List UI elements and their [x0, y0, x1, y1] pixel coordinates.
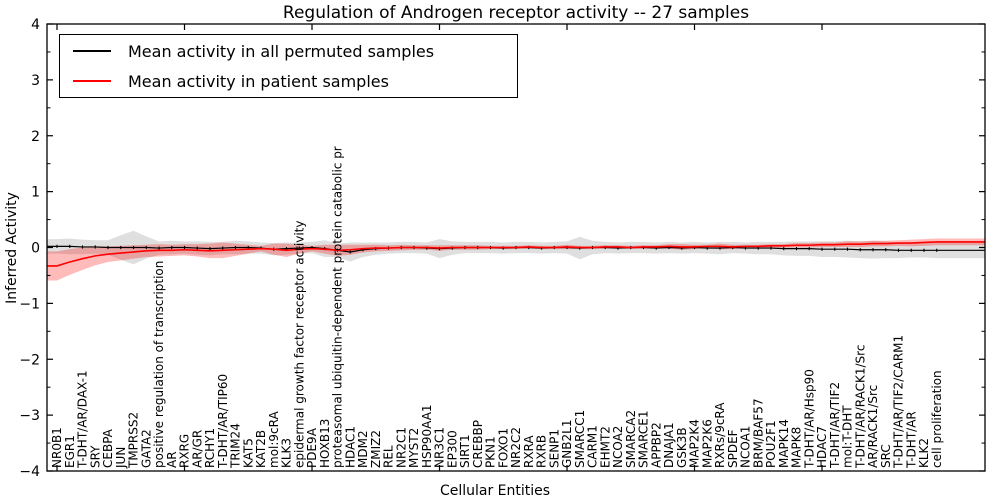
- x-category-label: HDAC1: [343, 426, 357, 468]
- x-category-label: TMPRSS2: [127, 412, 141, 469]
- y-tick-label: 1: [31, 185, 40, 201]
- x-category-label: RXRs/9cRA: [713, 402, 727, 468]
- x-category-label: CREBBP: [471, 420, 485, 468]
- x-category-label: CEBPA: [101, 428, 115, 468]
- x-category-label: ZMIZ2: [369, 430, 383, 468]
- x-category-label: MAPK8: [790, 427, 804, 468]
- y-axis-label: Inferred Activity: [4, 192, 20, 304]
- x-category-label: JUN: [114, 447, 128, 469]
- x-category-label: EP300: [445, 430, 459, 468]
- y-tick-label: −3: [19, 408, 40, 424]
- x-category-label: KAT2B: [254, 430, 268, 468]
- x-category-label: RCHY1: [203, 428, 217, 468]
- y-tick-label: −1: [19, 296, 40, 312]
- x-category-label: APPBP2: [649, 422, 663, 468]
- x-category-label: GNB2L1: [560, 420, 574, 468]
- x-category-label: BRM/BAF57: [751, 398, 765, 468]
- x-category-label: AR/RACK1/Src: [866, 385, 880, 468]
- x-category-label: KLK2: [917, 438, 931, 468]
- x-category-label: T-DHT/AR: [904, 411, 918, 469]
- x-category-label: KAT5: [241, 438, 255, 468]
- x-category-label: AR/GR: [190, 430, 204, 468]
- x-category-label: SMARCE1: [637, 410, 651, 468]
- x-category-label: RXRG: [178, 434, 192, 468]
- chart-title: Regulation of Androgen receptor activity…: [282, 3, 750, 23]
- x-category-label: MAPK14: [777, 419, 791, 468]
- x-category-label: KLK3: [280, 438, 294, 468]
- x-category-label: EHMT2: [598, 426, 612, 468]
- x-category-label: NR2C1: [394, 427, 408, 468]
- x-category-label: NR2C2: [509, 427, 523, 468]
- legend-item-patient: Mean activity in patient samples: [73, 66, 517, 96]
- x-category-label: PDE9A: [305, 427, 319, 468]
- patient-line-swatch: [73, 80, 111, 82]
- patient-mean-line: [47, 241, 985, 267]
- x-category-label: T-DHT/AR/TIP60: [216, 374, 230, 469]
- x-category-label: T-DHT/AR/RACK1/Src: [853, 345, 867, 469]
- legend-item-permuted: Mean activity in all permuted samples: [73, 36, 517, 66]
- x-category-label: PKN1: [484, 436, 498, 468]
- x-category-label: FOXO1: [496, 428, 510, 468]
- x-category-label: HDAC7: [815, 426, 829, 468]
- x-category-label: MAP2K6: [700, 419, 714, 468]
- x-category-label: RXRA: [522, 435, 536, 468]
- x-category-label: NR3C1: [433, 427, 447, 468]
- x-category-label: CARM1: [586, 425, 600, 468]
- x-category-label: SPDEF: [726, 429, 740, 468]
- y-tick-label: −2: [19, 352, 40, 368]
- x-category-label: MDM2: [356, 430, 370, 468]
- x-category-label: HOXB13: [318, 419, 332, 468]
- x-category-label: NCOA2: [611, 426, 625, 468]
- y-tick-label: 2: [31, 129, 40, 145]
- x-category-label: SRC: [879, 444, 893, 468]
- x-category-label: POU2F1: [764, 420, 778, 468]
- x-category-label: EGR1: [63, 435, 77, 468]
- legend-label-patient: Mean activity in patient samples: [128, 71, 389, 91]
- x-category-label: MAP2K4: [688, 419, 702, 468]
- x-category-label: AR: [165, 451, 179, 468]
- x-category-label: GSK3B: [675, 427, 689, 468]
- x-category-label: RXRB: [535, 435, 549, 468]
- x-axis-label: Cellular Entities: [439, 483, 551, 499]
- x-category-label: SRY: [88, 445, 102, 468]
- x-category-label: SENP1: [547, 429, 561, 468]
- x-category-label: SIRT1: [458, 434, 472, 468]
- x-category-label: MYST2: [407, 428, 421, 468]
- x-category-label: GATA2: [139, 429, 153, 468]
- legend: Mean activity in all permuted samples Me…: [59, 34, 518, 98]
- x-category-label: DNAJA1: [662, 422, 676, 468]
- x-category-label: T-DHT/AR/TIF2/CARM1: [892, 335, 906, 469]
- y-tick-label: 3: [31, 73, 40, 89]
- x-category-label: mol:9cRA: [267, 411, 281, 468]
- x-category-label: mol:T-DHT: [841, 405, 855, 468]
- x-category-label: REL: [382, 445, 396, 468]
- x-category-label: NR0B1: [50, 427, 64, 468]
- x-category-label: T-DHT/AR/Hsp90: [802, 369, 816, 469]
- x-category-label: T-DHT/AR/DAX-1: [76, 370, 90, 469]
- x-category-label: T-DHT/AR/TIF2: [828, 382, 842, 469]
- x-category-label: positive regulation of transcription: [152, 261, 166, 468]
- x-category-label: SMARCC1: [573, 410, 587, 468]
- x-category-label: epidermal growth factor receptor activit…: [292, 221, 306, 468]
- x-category-label: NCOA1: [739, 426, 753, 468]
- x-category-label: proteasomal ubiquitin-dependent protein …: [331, 146, 345, 468]
- y-tick-label: 0: [31, 241, 40, 257]
- x-category-label: cell proliferation: [930, 370, 944, 468]
- legend-label-permuted: Mean activity in all permuted samples: [128, 41, 435, 61]
- x-category-label: HSP90AA1: [420, 404, 434, 468]
- permuted-line-swatch: [73, 50, 111, 52]
- x-category-label: SMARCA2: [624, 410, 638, 468]
- y-tick-label: −4: [19, 464, 40, 480]
- x-category-label: TRIM24: [229, 423, 243, 469]
- y-tick-label: 4: [31, 17, 40, 33]
